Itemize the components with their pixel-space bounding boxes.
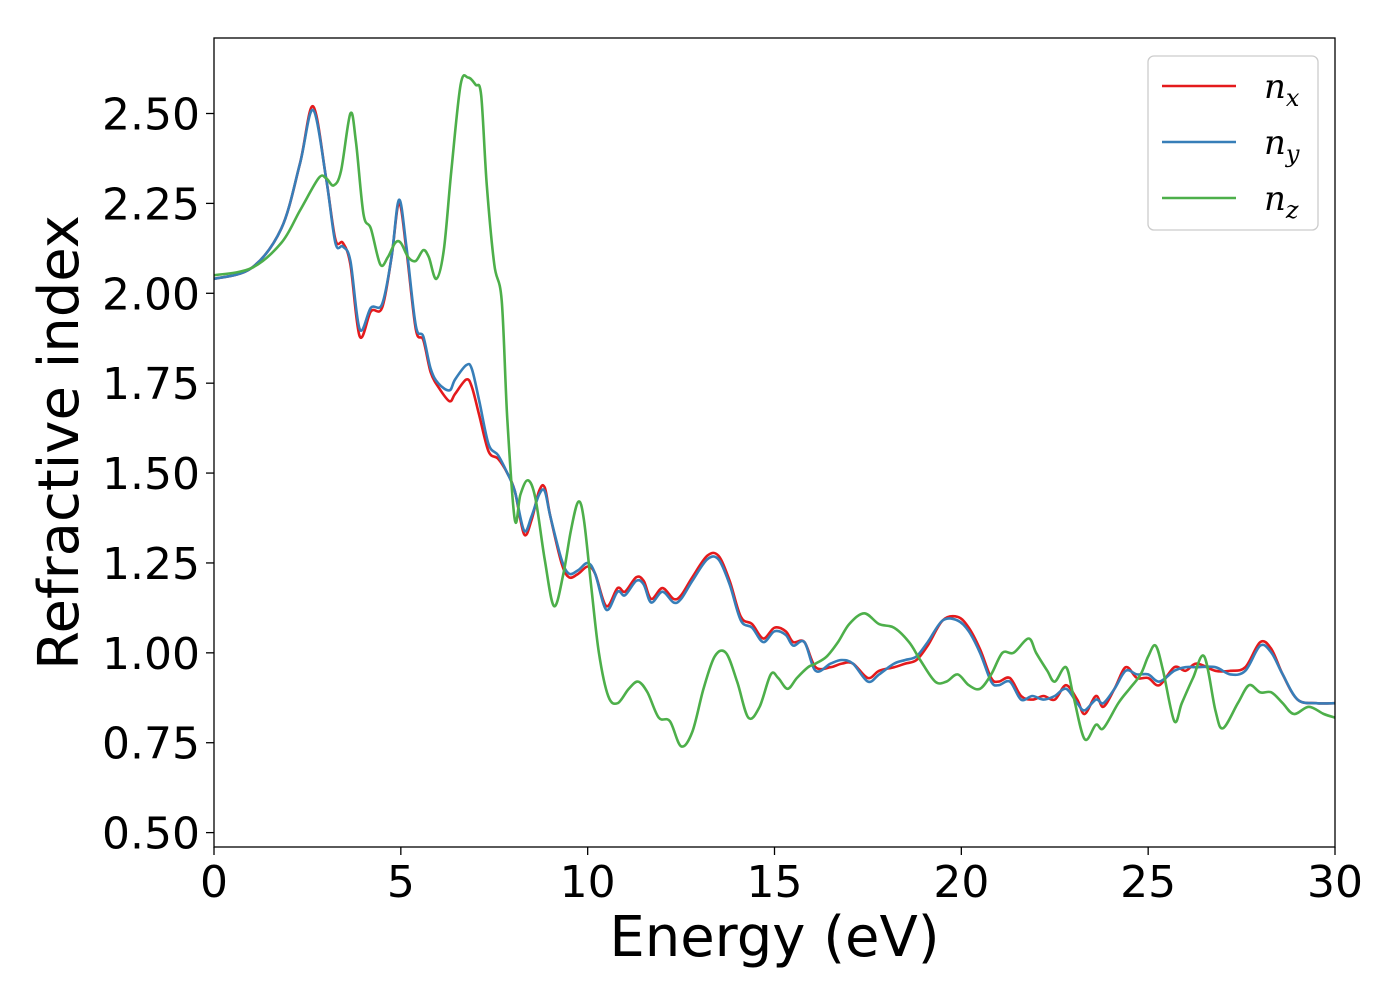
y-tick-label: 1.75 (102, 359, 200, 410)
x-tick-label: 15 (747, 857, 803, 908)
x-tick-label: 20 (933, 857, 989, 908)
y-tick-label: 2.00 (102, 269, 200, 320)
y-tick-label: 2.25 (102, 179, 200, 230)
legend-label-ny: ny (1264, 123, 1300, 168)
x-axis-title: Energy (eV) (609, 905, 939, 970)
legend: nx ny nz (1147, 55, 1319, 231)
legend-items: nx ny nz (1162, 67, 1300, 224)
series-layer (213, 74, 1336, 748)
legend-label-nz: nz (1264, 179, 1299, 224)
y-tick-label: 0.50 (102, 809, 200, 860)
legend-label-nx: nx (1264, 67, 1300, 112)
x-tick-label: 0 (200, 857, 228, 908)
x-tick-label: 5 (387, 857, 415, 908)
y-tick-label: 1.00 (102, 629, 200, 680)
series-line-nz (213, 74, 1336, 748)
y-tick-label: 0.75 (102, 719, 200, 770)
y-tick-label: 1.25 (102, 539, 200, 590)
y-tick-label: 2.50 (102, 90, 200, 141)
x-tick-label: 30 (1307, 857, 1363, 908)
x-tick-label: 25 (1120, 857, 1176, 908)
series-line-ny (213, 108, 1336, 712)
y-tick-label: 1.50 (102, 449, 200, 500)
ticks-layer: 0 5 10 15 20 25 30 0.50 0.75 1.00 1.25 1.50 1.75 2.00… (102, 90, 1363, 908)
y-axis-title: Refractive index (27, 215, 92, 670)
x-tick-label: 10 (560, 857, 616, 908)
